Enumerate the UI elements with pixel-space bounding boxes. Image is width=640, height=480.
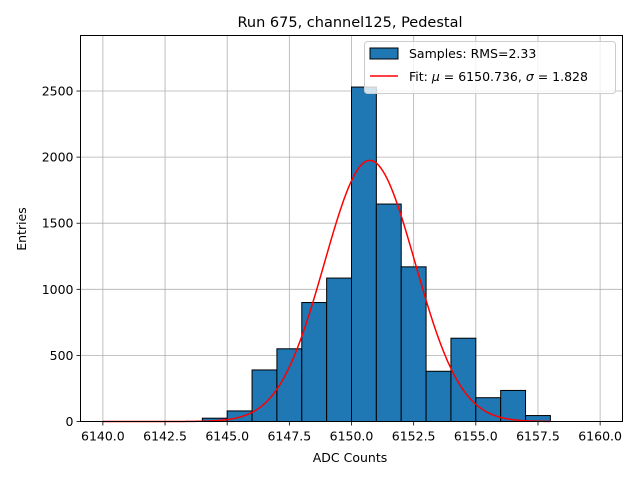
- x-tick-label: 6157.5: [516, 429, 560, 444]
- x-tick-label: 6160.0: [578, 429, 622, 444]
- histogram-bar: [251, 369, 278, 422]
- legend-samples-label: Samples: RMS=2.33: [409, 46, 536, 61]
- y-tick-label: 500: [50, 348, 74, 363]
- histogram-bar: [475, 397, 502, 422]
- x-tick-label: 6147.5: [267, 429, 311, 444]
- legend: Samples: RMS=2.33 Fit: μ = 6150.736, σ =…: [364, 41, 616, 94]
- legend-fit-label: Fit: μ = 6150.736, σ = 1.828: [409, 69, 588, 84]
- y-tick-label: 2000: [42, 150, 74, 165]
- x-tick-label: 6140.0: [81, 429, 125, 444]
- histogram-bar: [375, 203, 402, 422]
- histogram-bar: [301, 302, 328, 423]
- histogram-bar: [400, 266, 427, 422]
- histogram-bar: [326, 277, 352, 423]
- x-tick-label: 6142.5: [143, 429, 187, 444]
- x-tick-label: 6145.0: [205, 429, 249, 444]
- x-axis-label: ADC Counts: [313, 450, 388, 465]
- y-tick-label: 0: [66, 414, 74, 429]
- x-axis-ticks: 6140.0 6142.5 6145.0 6147.5 6150.0 6152.5 6155…: [81, 421, 622, 444]
- y-tick-label: 2500: [42, 84, 74, 99]
- histogram-bar: [425, 370, 452, 422]
- chart-title: Run 675, channel125, Pedestal: [237, 15, 462, 31]
- y-axis-label: Entries: [14, 207, 29, 251]
- histogram-bar: [500, 389, 527, 423]
- y-tick-label: 1000: [42, 282, 74, 297]
- histogram-bar: [351, 86, 377, 422]
- y-axis-ticks: 0 500 1000 1500 2000 2500: [42, 84, 81, 429]
- legend-samples-swatch: [369, 47, 399, 60]
- histogram-bar: [276, 348, 303, 423]
- histogram-bar: [450, 337, 477, 422]
- x-tick-label: 6152.5: [392, 429, 436, 444]
- legend-box: [364, 41, 616, 94]
- y-tick-label: 1500: [42, 216, 74, 231]
- x-tick-label: 6155.0: [454, 429, 498, 444]
- x-tick-label: 6150.0: [330, 429, 374, 444]
- histogram-bar: [226, 410, 253, 422]
